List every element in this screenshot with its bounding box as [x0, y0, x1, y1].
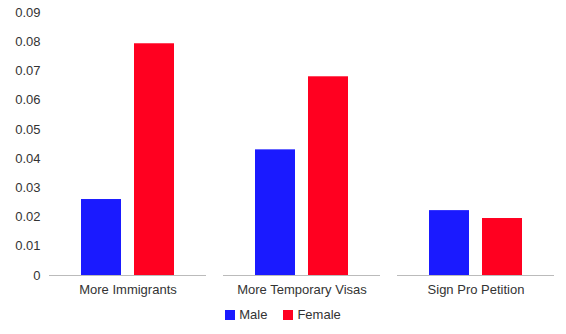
- svg-text:0.01: 0.01: [15, 238, 40, 253]
- svg-text:0.08: 0.08: [15, 34, 40, 49]
- html-text:Male: Male: [239, 307, 268, 322]
- html-text:Female: Female: [297, 307, 341, 322]
- svg-text:More Temporary Visas: More Temporary Visas: [237, 282, 367, 297]
- svg-text:0.02: 0.02: [15, 209, 40, 224]
- svg-text:Sign Pro Petition: Sign Pro Petition: [428, 282, 525, 297]
- svg-text:More Immigrants: More Immigrants: [79, 282, 177, 297]
- svg-text:0.09: 0.09: [15, 5, 40, 20]
- svg-text:0.03: 0.03: [15, 180, 40, 195]
- svg-text:0.06: 0.06: [15, 92, 40, 107]
- svg-text:0.05: 0.05: [15, 122, 40, 137]
- svg-text:0: 0: [33, 268, 40, 283]
- svg-text:0.04: 0.04: [15, 151, 40, 166]
- svg-text:0.07: 0.07: [15, 63, 40, 78]
